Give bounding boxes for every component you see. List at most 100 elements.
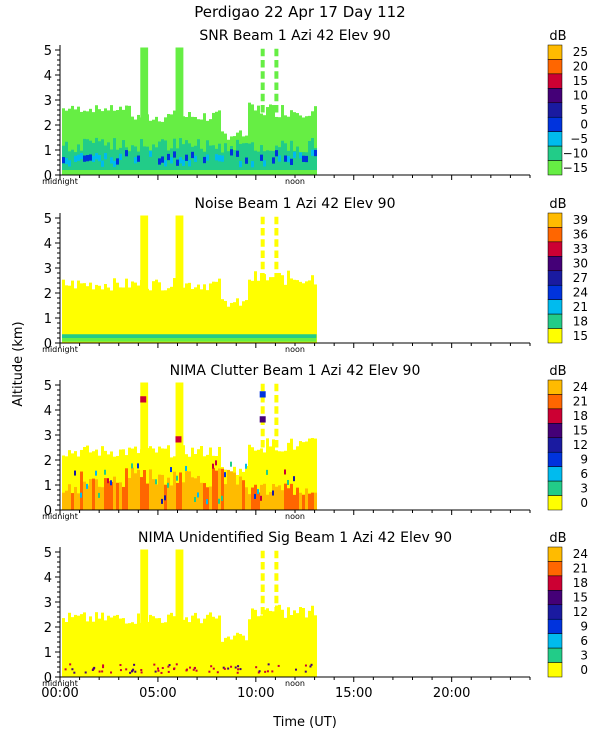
heatmap-cell (304, 670, 307, 673)
heatmap-cell (119, 106, 122, 175)
heatmap-cell (233, 302, 236, 343)
colorbar-tick-label: 36 (573, 228, 588, 242)
heatmap-cell (194, 478, 197, 510)
colorbar-tick-label: −10 (563, 146, 588, 160)
noon-marker: noon (285, 679, 305, 688)
heatmap-cell (305, 617, 308, 677)
heatmap-cell (248, 494, 251, 510)
x-tick-label: 05:00 (139, 686, 176, 701)
heatmap-cell (203, 113, 206, 175)
heatmap-cell (260, 261, 265, 270)
heatmap-cell (176, 482, 179, 510)
heatmap-cell (95, 153, 98, 160)
heatmap-cell (233, 635, 236, 677)
heatmap-cell (98, 154, 101, 162)
heatmap-cell (200, 148, 203, 170)
heatmap-cell (134, 157, 137, 164)
heatmap-cell (170, 485, 173, 510)
heatmap-cell (257, 151, 260, 170)
heatmap-cell (128, 105, 131, 175)
colorbar-segment (547, 451, 563, 467)
heatmap-cell (125, 147, 128, 170)
heatmap-cell (260, 105, 265, 113)
colorbar-segment (547, 328, 563, 344)
heatmap-cell (95, 479, 98, 510)
heatmap-cell (200, 289, 203, 343)
heatmap-cell (269, 446, 272, 510)
heatmap-cell (260, 228, 265, 236)
heatmap-cell (107, 481, 110, 510)
heatmap-cell (68, 160, 71, 167)
heatmap-cell (275, 605, 278, 677)
heatmap-cell (290, 614, 293, 677)
colorbar-segment (547, 590, 563, 606)
heatmap-cell (259, 391, 266, 398)
heatmap-cell (299, 281, 302, 343)
heatmap-cell (104, 469, 106, 475)
heatmap-cell (314, 106, 317, 175)
heatmap-cell (290, 438, 293, 510)
heatmap-cell (110, 617, 113, 677)
heatmap-cell (296, 113, 299, 175)
heatmap-cell (209, 612, 212, 677)
heatmap-cell (92, 478, 95, 510)
heatmap-cell (185, 617, 188, 677)
heatmap-cell (284, 450, 287, 510)
heatmap-cell (110, 481, 113, 510)
colorbar-segment (547, 633, 563, 649)
colorbar-tick-label: 24 (573, 380, 588, 394)
heatmap-cell (104, 108, 107, 175)
heatmap-cell (158, 618, 161, 677)
colorbar-segment (547, 73, 563, 89)
colorbar-segment (547, 662, 563, 678)
y-tick-label: 5 (44, 546, 52, 561)
heatmap-cell (101, 670, 104, 673)
heatmap-cell (245, 300, 248, 343)
heatmap-cell (110, 480, 112, 486)
heatmap-cell (314, 438, 317, 510)
heatmap-cell (149, 469, 152, 510)
heatmap-cell (254, 271, 257, 343)
heatmap-cell (208, 670, 211, 673)
heatmap-cell (274, 93, 279, 102)
heatmap-cell (193, 666, 196, 669)
heatmap-cell (274, 82, 279, 90)
heatmap-cell (140, 668, 143, 671)
heatmap-cell (86, 445, 89, 510)
heatmap-cell (164, 290, 167, 343)
heatmap-cell (230, 471, 233, 510)
heatmap-cell (137, 285, 140, 343)
heatmap-cell (152, 479, 155, 510)
heatmap-cell (122, 618, 125, 677)
heatmap-cell (161, 622, 164, 677)
heatmap-field (62, 549, 317, 677)
heatmap-cell (206, 454, 209, 510)
heatmap-cell (101, 289, 104, 343)
heatmap-cell (161, 667, 164, 670)
colorbar-tick-label: 21 (573, 300, 588, 314)
heatmap-cell (251, 487, 254, 510)
heatmap-cell (299, 441, 302, 510)
colorbar-tick-label: 18 (573, 576, 588, 590)
heatmap-cell (290, 140, 293, 170)
heatmap-cell (77, 154, 80, 161)
heatmap-cell (175, 47, 184, 175)
heatmap-cell (191, 151, 194, 159)
heatmap-cell (287, 442, 290, 510)
heatmap-cell (308, 610, 311, 677)
heatmap-cell (275, 150, 278, 157)
heatmap-cell (74, 109, 77, 175)
heatmap-cell (62, 338, 317, 342)
heatmap-cell (62, 618, 65, 677)
heatmap-cell (175, 215, 184, 343)
heatmap-cell (236, 298, 239, 343)
heatmap-cell (260, 82, 265, 90)
heatmap-cell (302, 155, 305, 162)
heatmap-cell (195, 669, 198, 672)
heatmap-cell (104, 153, 107, 160)
colorbar-segment (547, 423, 563, 439)
heatmap-cell (239, 668, 242, 671)
heatmap-cell (113, 138, 116, 170)
heatmap-cell (314, 615, 317, 677)
